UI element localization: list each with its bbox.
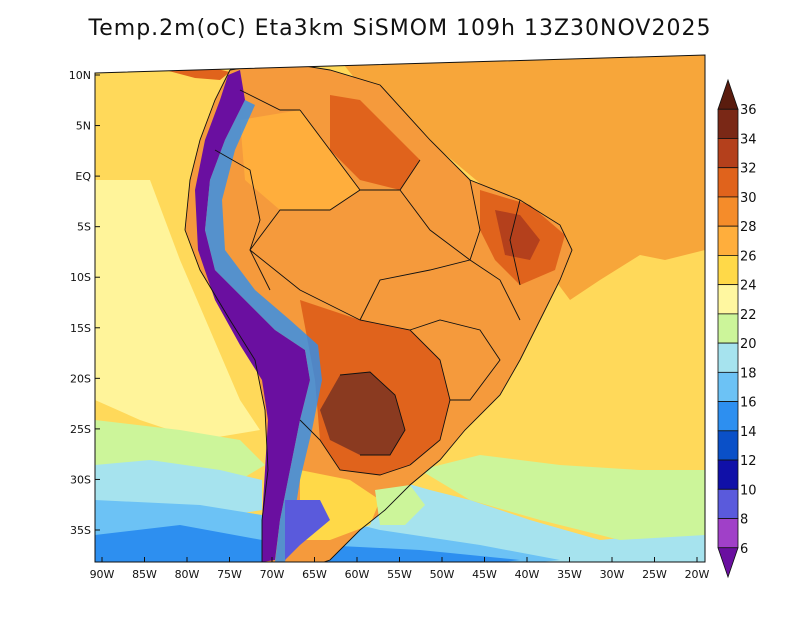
colorbar-bin bbox=[717, 313, 739, 344]
lon-tick-label: 40W bbox=[515, 568, 540, 581]
border-colombia bbox=[239, 89, 300, 111]
lon-tick-label: 30W bbox=[600, 568, 625, 581]
lon-tick-label: 50W bbox=[430, 568, 455, 581]
land-amazon-mild bbox=[240, 110, 360, 210]
lon-tick-label: 25W bbox=[642, 568, 667, 581]
colorbar-label: 30 bbox=[740, 191, 757, 206]
colorbar-label: 34 bbox=[740, 132, 757, 147]
lat-tick-label: 5S bbox=[77, 221, 91, 234]
colorbar-label: 18 bbox=[740, 366, 757, 381]
border-paraguay bbox=[339, 371, 406, 456]
colorbar-label: 20 bbox=[740, 337, 757, 352]
lon-tick-label: 35W bbox=[557, 568, 582, 581]
field-satl-mild bbox=[420, 455, 705, 540]
colorbar-label: 32 bbox=[740, 162, 757, 177]
colorbar-bin bbox=[717, 108, 739, 139]
lon-tick-label: 60W bbox=[345, 568, 370, 581]
colorbar-bin bbox=[717, 138, 739, 169]
border-interior-2 bbox=[359, 259, 521, 321]
political-boundaries bbox=[184, 61, 573, 562]
lon-tick-label: 45W bbox=[472, 568, 497, 581]
border-interior-4 bbox=[469, 179, 521, 286]
land-amazon-hot bbox=[330, 95, 420, 190]
colorbar-bin bbox=[717, 518, 739, 549]
colorbar-bin bbox=[717, 459, 739, 490]
border-interior-3 bbox=[409, 319, 501, 401]
lat-tick-label: 20S bbox=[70, 372, 91, 385]
field-south-colder bbox=[95, 525, 262, 562]
lon-tick-label: 65W bbox=[302, 568, 327, 581]
colorbar-label: 10 bbox=[740, 483, 757, 498]
land-extreme-chaco bbox=[320, 372, 405, 455]
andes-cold-edge bbox=[205, 100, 322, 562]
lat-tick-label: 25S bbox=[70, 423, 91, 436]
land-uruguay-cool bbox=[375, 485, 425, 525]
coastline bbox=[184, 61, 573, 562]
border-interior-1 bbox=[360, 159, 471, 261]
colorbar-bin bbox=[717, 371, 739, 402]
lat-tick-label: 30S bbox=[70, 473, 91, 486]
lon-tick-label: 85W bbox=[132, 568, 157, 581]
longitude-axis: 90W 85W 80W 75W 70W 65W 60W 55W 50W 45W 40W 35W 30W 2… bbox=[90, 557, 710, 581]
border-argentina bbox=[299, 419, 411, 476]
andes-cold-spine bbox=[195, 70, 310, 562]
colorbar-label: 26 bbox=[740, 249, 757, 264]
patagonia-cool bbox=[285, 500, 330, 560]
lon-tick-label: 55W bbox=[387, 568, 412, 581]
land-extreme-northeast bbox=[495, 210, 540, 260]
latitude-axis: 10N 5N EQ 5S 10S 15S 20S 25S 30S 35S bbox=[69, 69, 100, 537]
lon-tick-label: 70W bbox=[260, 568, 285, 581]
lon-tick-label: 90W bbox=[90, 568, 115, 581]
lat-tick-label: 10N bbox=[69, 69, 91, 82]
colorbar-bin bbox=[717, 342, 739, 373]
colorbar-label: 24 bbox=[740, 279, 757, 294]
field-pacific-mild bbox=[95, 180, 260, 440]
lon-tick-label: 75W bbox=[217, 568, 242, 581]
colorbar: 36 34 32 30 28 26 24 22 20 18 16 14 12 10 8 6 bbox=[717, 78, 757, 579]
field-warm-atlantic bbox=[340, 55, 705, 300]
colorbar-label: 22 bbox=[740, 308, 757, 323]
colorbar-bin bbox=[717, 547, 739, 579]
colorbar-bin bbox=[717, 488, 739, 519]
lon-tick-label: 20W bbox=[685, 568, 710, 581]
colorbar-bin bbox=[717, 284, 739, 315]
colorbar-label: 6 bbox=[740, 542, 748, 557]
lat-tick-label: EQ bbox=[75, 170, 91, 183]
colorbar-bin bbox=[717, 430, 739, 461]
lon-tick-label: 80W bbox=[175, 568, 200, 581]
colorbar-bin bbox=[717, 401, 739, 432]
colorbar-label: 14 bbox=[740, 425, 757, 440]
temperature-field bbox=[95, 55, 705, 562]
colorbar-bin bbox=[717, 167, 739, 198]
colorbar-label: 12 bbox=[740, 454, 757, 469]
colorbar-bin bbox=[717, 255, 739, 286]
colorbar-label: 8 bbox=[740, 513, 748, 528]
chart-title: Temp.2m(oC) Eta3km SiSMOM 109h 13Z30NOV2… bbox=[88, 16, 712, 41]
colorbar-label: 36 bbox=[740, 103, 757, 118]
border-peru bbox=[214, 149, 271, 291]
lat-tick-label: 5N bbox=[76, 120, 91, 133]
colorbar-label: 28 bbox=[740, 220, 757, 235]
lat-tick-label: 35S bbox=[70, 524, 91, 537]
colorbar-bin bbox=[717, 78, 739, 110]
field-satl-band bbox=[320, 545, 520, 562]
colorbar-bin bbox=[717, 225, 739, 256]
colorbar-bin bbox=[717, 196, 739, 227]
plot-frame bbox=[94, 54, 706, 563]
lat-tick-label: 15S bbox=[70, 322, 91, 335]
lat-tick-label: 10S bbox=[70, 271, 91, 284]
colorbar-label: 16 bbox=[740, 396, 757, 411]
